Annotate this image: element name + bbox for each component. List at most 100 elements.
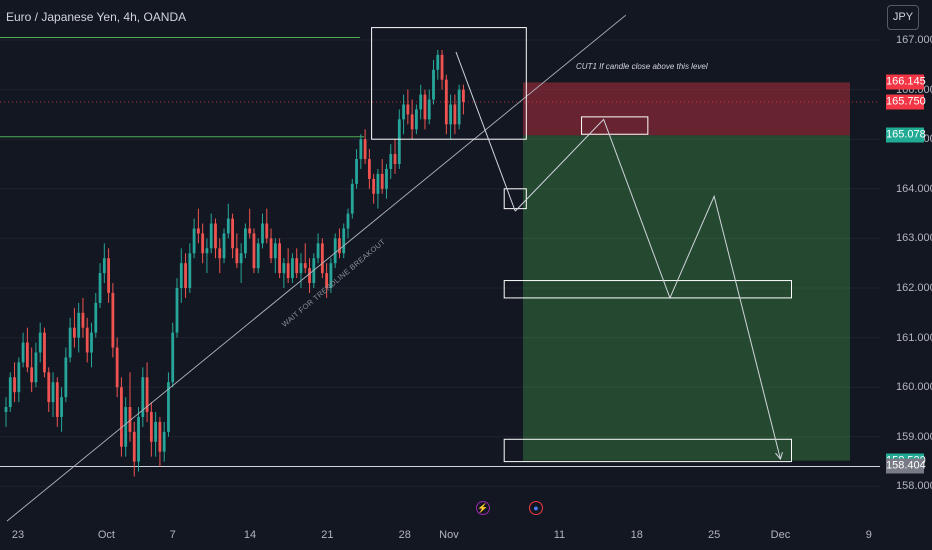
candle-body [90, 332, 93, 353]
x-tick-label: 9 [865, 529, 872, 541]
candle-body [145, 377, 149, 412]
candle-body [415, 109, 418, 130]
candle-body [342, 228, 346, 254]
candle-body [167, 382, 170, 432]
candle-body [4, 407, 8, 412]
zone-rectangle [503, 188, 527, 210]
candle-body [34, 352, 38, 383]
drawings-zones [523, 82, 850, 461]
candle-body [192, 228, 196, 254]
candle-body [226, 218, 230, 234]
candle-body [209, 223, 213, 249]
candle-body [406, 104, 410, 115]
candle-body [333, 238, 337, 264]
candle-body [303, 263, 307, 269]
candle-body [64, 357, 68, 398]
candle-body [158, 421, 162, 452]
candle-body [162, 431, 166, 452]
candle-body [453, 104, 457, 125]
candle-body [55, 382, 59, 417]
candle-body [457, 89, 461, 125]
candle-body [393, 154, 397, 164]
x-tick-label: 7 [169, 529, 176, 541]
x-tick-label: 11 [553, 529, 566, 541]
candle-body [320, 243, 324, 274]
candle-body [128, 407, 132, 432]
candle-body [273, 243, 277, 259]
candle-body [214, 223, 217, 249]
candle-body [51, 382, 55, 403]
candle-body [308, 268, 311, 284]
zone-rectangle [503, 438, 792, 463]
candle-body [171, 332, 175, 383]
candle-body [338, 238, 341, 254]
stop-loss-zone [523, 82, 850, 136]
candle-body [81, 312, 85, 328]
drawings-lines [6, 14, 792, 522]
candle-body [355, 159, 358, 184]
candle-body [385, 168, 388, 189]
y-tick-label: 161.000 [896, 331, 932, 344]
zone-rectangle [581, 116, 649, 135]
y-tick-label: 163.000 [896, 232, 932, 245]
candle-body [188, 253, 192, 288]
candle-body [94, 302, 98, 333]
candle-body [389, 154, 393, 169]
x-tick-label: 23 [11, 529, 25, 541]
trendline [6, 14, 627, 522]
drop-arrow [455, 51, 516, 212]
candle-body [402, 104, 405, 120]
lightning-event-icon[interactable]: ⚡ [476, 501, 490, 515]
candle-body [278, 243, 281, 274]
candle-body [179, 263, 183, 288]
x-tick-label: 28 [398, 529, 411, 541]
candle-body [265, 223, 269, 239]
candle-body [376, 173, 380, 194]
price-label: 166.145 [886, 74, 926, 90]
candle-body [43, 332, 46, 373]
candle-body [25, 342, 29, 368]
candle-body [124, 407, 128, 447]
candle-body [73, 327, 76, 338]
cut-note: CUT1 If candle close above this level [576, 62, 708, 71]
zone-rectangle [503, 280, 792, 299]
candle-body [397, 119, 401, 164]
x-tick-label: Dec [770, 529, 791, 541]
candle-body [256, 243, 260, 269]
currency-button[interactable]: JPY [887, 5, 919, 30]
candle-body [235, 248, 239, 264]
candle-body [102, 258, 106, 274]
candle-body [410, 114, 414, 130]
candle-body [137, 416, 140, 462]
candle-body [175, 288, 179, 333]
candle-body [218, 248, 222, 259]
candle-body [17, 362, 21, 393]
candle-body [350, 183, 354, 214]
candle-body [444, 79, 448, 125]
x-tick-label: 21 [321, 529, 334, 541]
candle-body [115, 347, 119, 388]
candle-body [380, 173, 384, 189]
candle-body [436, 54, 440, 70]
candle-body [196, 228, 200, 234]
candle-body [462, 89, 465, 102]
candle-body [60, 397, 63, 417]
candle-body [261, 223, 264, 244]
candle-body [291, 258, 294, 279]
candle-body [184, 263, 187, 288]
y-tick-label: 158.000 [896, 480, 932, 493]
economic-event-icon[interactable]: ● [529, 501, 543, 515]
candle-body [244, 228, 247, 254]
candle-body [205, 248, 209, 254]
candle-body [21, 342, 25, 363]
candle-body [120, 387, 123, 447]
candle-body [346, 213, 350, 229]
candle-body [107, 258, 110, 293]
y-tick-label: 160.000 [896, 381, 932, 394]
candle-body [30, 367, 34, 383]
y-tick-label: 167.000 [896, 34, 932, 46]
y-tick-label: 164.000 [896, 182, 932, 195]
candle-body [269, 238, 273, 259]
